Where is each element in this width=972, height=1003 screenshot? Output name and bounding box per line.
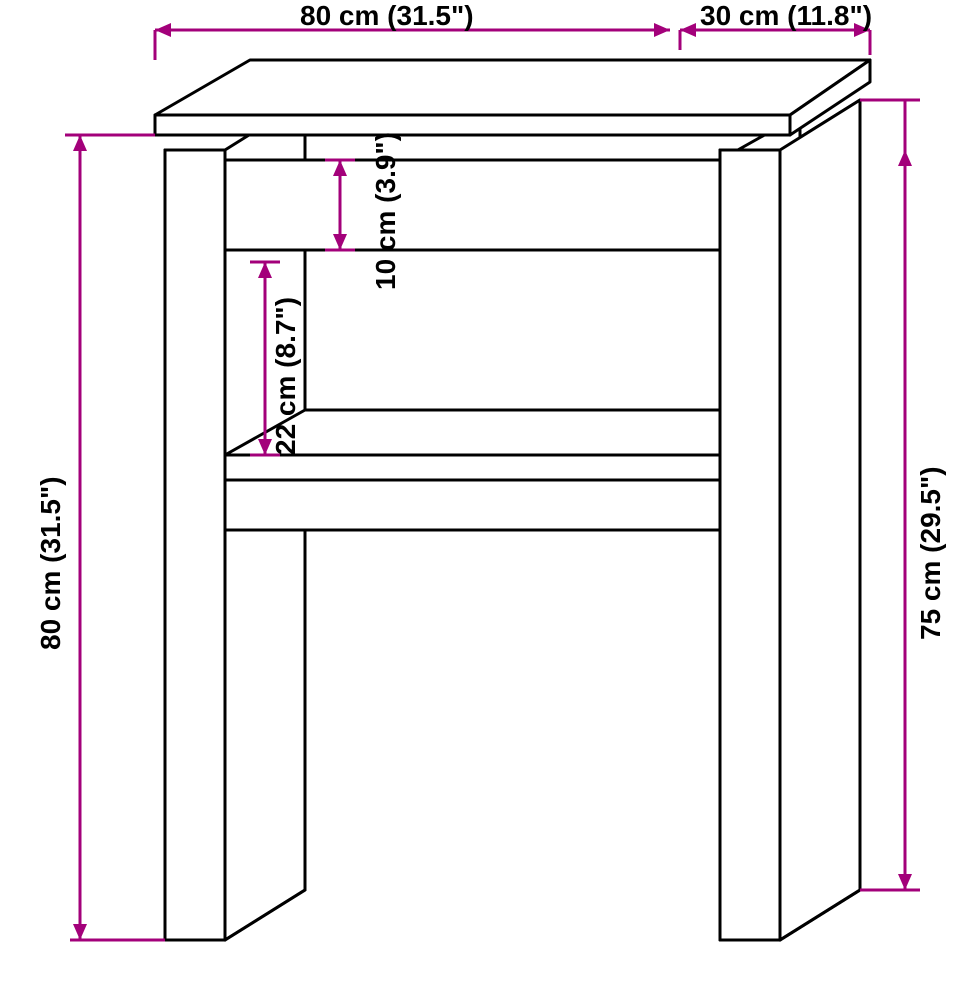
leg-left-front-over [165, 150, 225, 940]
leg-right-side-over [780, 100, 860, 940]
dim-label-drawer: 10 cm (3.9") [370, 132, 401, 290]
dimension-diagram: 80 cm (31.5") 30 cm (11.8") 80 cm (31.5"… [0, 0, 972, 1003]
dim-label-height-right: 75 cm (29.5") [915, 466, 946, 640]
shelf-apron-front [225, 480, 720, 530]
shelf-top [225, 410, 800, 455]
shelf-front-edge [225, 455, 720, 480]
dim-label-height-left: 80 cm (31.5") [35, 476, 66, 650]
dim-label-depth: 30 cm (11.8") [700, 0, 872, 31]
furniture [155, 60, 870, 940]
dim-label-shelf: 22 cm (8.7") [270, 297, 301, 455]
leg-right-front-over [720, 150, 780, 940]
dim-label-width: 80 cm (31.5") [300, 0, 474, 31]
top-front-edge [155, 115, 790, 135]
top-surface [155, 60, 870, 115]
drawer-front [225, 160, 720, 250]
